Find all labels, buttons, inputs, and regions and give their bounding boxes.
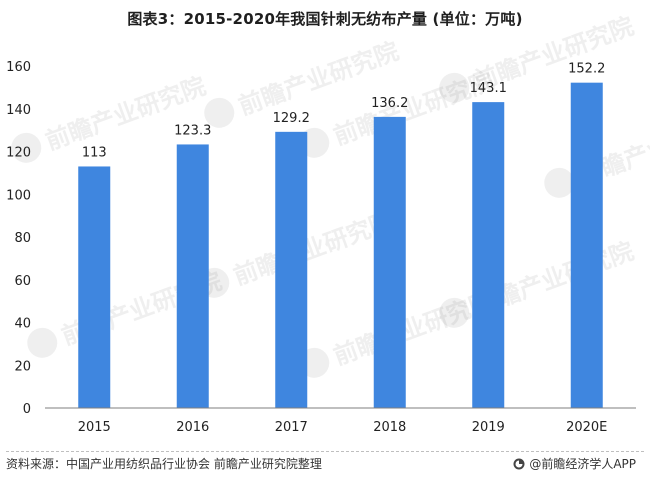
brand-credit-text: @前瞻经济学人APP — [529, 457, 636, 471]
bar-value-label: 152.2 — [568, 62, 605, 77]
y-tick-label: 80 — [14, 231, 31, 246]
bar — [373, 116, 406, 408]
bar-value-label: 143.1 — [470, 81, 507, 96]
x-tick-label: 2017 — [275, 420, 308, 435]
y-tick-label: 120 — [6, 146, 31, 161]
x-tick-label: 2020E — [566, 420, 607, 435]
bar-value-label: 123.3 — [174, 123, 211, 138]
data-labels: 113 123.3 129.2 136.2 143.1 152.2 — [82, 62, 606, 161]
bar — [570, 82, 603, 409]
bar-chart: 0 20 40 60 80 100 120 140 160 113 123.3 129.2 136.2… — [6, 60, 636, 435]
x-axis-tick-labels: 2015 2016 2017 2018 2019 2020E — [78, 420, 608, 435]
x-tick-label: 2019 — [472, 420, 505, 435]
bar-value-label: 136.2 — [371, 96, 408, 111]
x-tick-label: 2015 — [78, 420, 111, 435]
y-axis-tick-labels: 0 20 40 60 80 100 120 140 160 — [6, 60, 31, 417]
bar — [275, 131, 308, 408]
y-tick-label: 100 — [6, 188, 31, 203]
y-tick-label: 60 — [14, 274, 31, 289]
bar-value-label: 129.2 — [273, 111, 310, 126]
bar-series — [78, 82, 603, 409]
y-tick-label: 140 — [6, 103, 31, 118]
bar — [78, 166, 111, 408]
x-tick-label: 2018 — [373, 420, 406, 435]
y-tick-label: 160 — [6, 60, 31, 75]
bar — [176, 144, 209, 409]
chart-title: 图表3：2015-2020年我国针刺无纺布产量 (单位：万吨) — [127, 10, 523, 28]
brand-credit: @前瞻经济学人APP — [513, 455, 636, 472]
footer-divider — [6, 451, 644, 452]
y-tick-label: 40 — [14, 317, 31, 332]
bar-value-label: 113 — [82, 145, 107, 160]
source-note: 资料来源：中国产业用纺织品行业协会 前瞻产业研究院整理 — [6, 457, 322, 471]
x-tick-label: 2016 — [176, 420, 209, 435]
y-tick-label: 20 — [14, 359, 31, 374]
y-tick-label: 0 — [23, 402, 31, 417]
brand-logo-icon — [513, 458, 525, 469]
bar — [472, 102, 505, 408]
